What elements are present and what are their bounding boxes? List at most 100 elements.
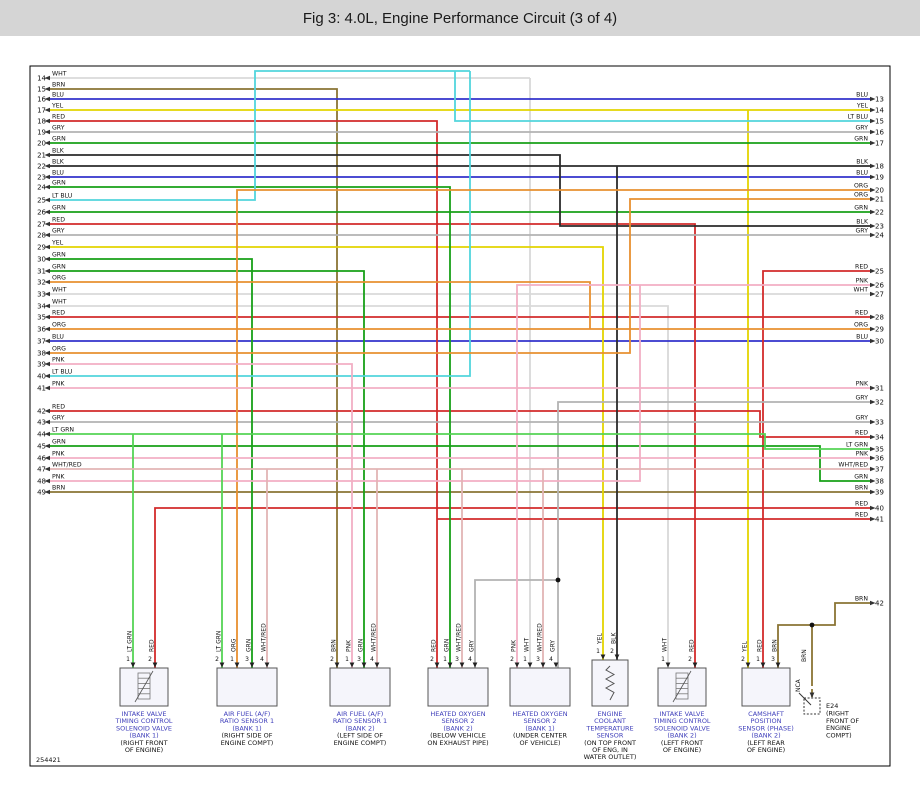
left-pin-number: 16 bbox=[37, 96, 46, 104]
right-pin-color-label: LT BLU bbox=[848, 114, 868, 121]
component-name: INTAKE VALVE bbox=[659, 710, 704, 718]
left-pin-number: 35 bbox=[37, 314, 46, 322]
pin-number: 1 bbox=[230, 656, 234, 663]
left-pin-color-label: YEL bbox=[51, 103, 64, 110]
left-arrow-icon bbox=[44, 75, 50, 81]
wire-pnk bbox=[516, 284, 872, 668]
left-arrow-icon bbox=[44, 152, 50, 158]
component-name: CAMSHAFT bbox=[748, 710, 784, 718]
pin-arrow-icon bbox=[447, 662, 453, 668]
right-pin-number: 25 bbox=[875, 268, 884, 276]
right-arrow-icon bbox=[870, 96, 876, 102]
pin-arrow-icon bbox=[264, 662, 270, 668]
right-pin-number: 28 bbox=[875, 314, 884, 322]
wire-wht bbox=[48, 305, 669, 668]
nca-label: NCA bbox=[795, 678, 802, 692]
left-arrow-icon bbox=[44, 184, 50, 190]
component-box bbox=[591, 659, 629, 707]
pin-color-label: BRN bbox=[331, 639, 338, 652]
e24-symbol bbox=[798, 692, 812, 706]
air-fuel-ratio-sensor1-bank1: 2 LT GRN 1 ORG 3 GRN 4 WHT/RED AIR FUEL (A/F)RAT… bbox=[215, 623, 278, 747]
left-pin-color-label: RED bbox=[52, 217, 65, 224]
coil-symbol bbox=[672, 670, 692, 703]
left-pin-color-label: ORG bbox=[52, 322, 66, 329]
left-pin-number: 45 bbox=[37, 443, 46, 451]
left-pin-color-label: LT BLU bbox=[52, 193, 72, 200]
left-arrow-icon bbox=[44, 118, 50, 124]
component-box bbox=[741, 667, 791, 707]
left-pin-color-label: GRY bbox=[52, 228, 65, 235]
wire-org bbox=[48, 198, 872, 354]
right-pin-color-label: RED bbox=[855, 430, 868, 437]
left-pin-color-label: WHT bbox=[52, 287, 67, 294]
left-arrow-icon bbox=[44, 385, 50, 391]
left-pin-number: 25 bbox=[37, 197, 46, 205]
component-name: TIMING CONTROL bbox=[114, 717, 172, 725]
pin-color-label: YEL bbox=[742, 641, 749, 653]
right-pin-number: 18 bbox=[875, 163, 884, 171]
right-arrow-icon bbox=[870, 196, 876, 202]
left-pin-number: 17 bbox=[37, 107, 46, 115]
right-arrow-icon bbox=[870, 118, 876, 124]
coil-symbol bbox=[137, 672, 151, 700]
pin-arrow-icon bbox=[692, 662, 698, 668]
pin-number: 4 bbox=[260, 656, 264, 663]
pin-arrow-icon bbox=[760, 662, 766, 668]
pin-color-label: LT GRN bbox=[127, 631, 134, 652]
component-location: (LEFT REAR bbox=[747, 739, 785, 747]
pin-color-label: WHT bbox=[524, 638, 531, 652]
wire-grn bbox=[48, 445, 872, 482]
left-pin-color-label: RED bbox=[52, 310, 65, 317]
component-name: ENGINE bbox=[598, 710, 623, 718]
component-box bbox=[329, 667, 391, 707]
left-pin-number: 19 bbox=[37, 129, 46, 137]
left-pin-color-label: BRN bbox=[52, 82, 66, 89]
pin-arrow-icon bbox=[527, 662, 533, 668]
left-arrow-icon bbox=[44, 338, 50, 344]
right-arrow-icon bbox=[870, 478, 876, 484]
left-pin-color-label: GRY bbox=[52, 415, 65, 422]
right-arrow-icon bbox=[870, 505, 876, 511]
left-pin-number: 47 bbox=[37, 466, 46, 474]
e24-label: E24 bbox=[826, 702, 838, 710]
left-pin-color-label: GRN bbox=[52, 136, 66, 143]
pin-color-label: ORG bbox=[231, 638, 238, 652]
right-pin-number: 27 bbox=[875, 291, 884, 299]
right-pin-color-label: ORG bbox=[854, 322, 868, 329]
left-pin-number: 31 bbox=[37, 268, 46, 276]
pin-color-label: RED bbox=[431, 639, 438, 652]
left-pin-color-label: PNK bbox=[52, 474, 65, 481]
left-pin-color-label: WHT bbox=[52, 299, 67, 306]
right-pin-color-label: ORG bbox=[854, 192, 868, 199]
left-arrow-icon bbox=[44, 443, 50, 449]
component-name: (BANK 1) bbox=[129, 732, 158, 740]
left-pin-color-label: BLU bbox=[52, 334, 64, 341]
left-arrow-icon bbox=[44, 279, 50, 285]
right-pin-color-label: PNK bbox=[856, 381, 869, 388]
pin-number: 2 bbox=[688, 656, 692, 663]
pin-arrow-icon bbox=[249, 662, 255, 668]
pin-number: 1 bbox=[596, 648, 600, 655]
right-pin-color-label: GRY bbox=[856, 415, 869, 422]
pin-number: 4 bbox=[370, 656, 374, 663]
wire-org bbox=[236, 189, 872, 668]
wire-brn bbox=[811, 602, 872, 682]
left-arrow-icon bbox=[44, 232, 50, 238]
pin-color-label: RED bbox=[757, 639, 764, 652]
right-pin-color-label: ORG bbox=[854, 183, 868, 190]
right-pin-number: 41 bbox=[875, 516, 884, 524]
left-arrow-icon bbox=[44, 86, 50, 92]
right-arrow-icon bbox=[870, 455, 876, 461]
left-arrow-icon bbox=[44, 455, 50, 461]
diagram-area: 14 WHT 15 BRN 16 BLU 17 YEL 18 RED 19 GRY 20 GRN 21 BLK… bbox=[0, 36, 920, 803]
pin-arrow-icon bbox=[361, 662, 367, 668]
right-pin-number: 21 bbox=[875, 196, 884, 204]
wire-red bbox=[762, 270, 872, 668]
wire-lt-blu bbox=[48, 71, 471, 377]
heated-oxygen-sensor2-bank2: 2 RED 1 GRN 3 WHT/RED 4 GRY HEATED OXYGENSENSOR … bbox=[427, 623, 488, 747]
pin-arrow-icon bbox=[434, 662, 440, 668]
pin-number: 2 bbox=[510, 656, 514, 663]
pin-color-label: PNK bbox=[511, 639, 518, 652]
component-location: (UNDER CENTER bbox=[513, 732, 567, 740]
wire-lt-blu bbox=[48, 70, 470, 201]
